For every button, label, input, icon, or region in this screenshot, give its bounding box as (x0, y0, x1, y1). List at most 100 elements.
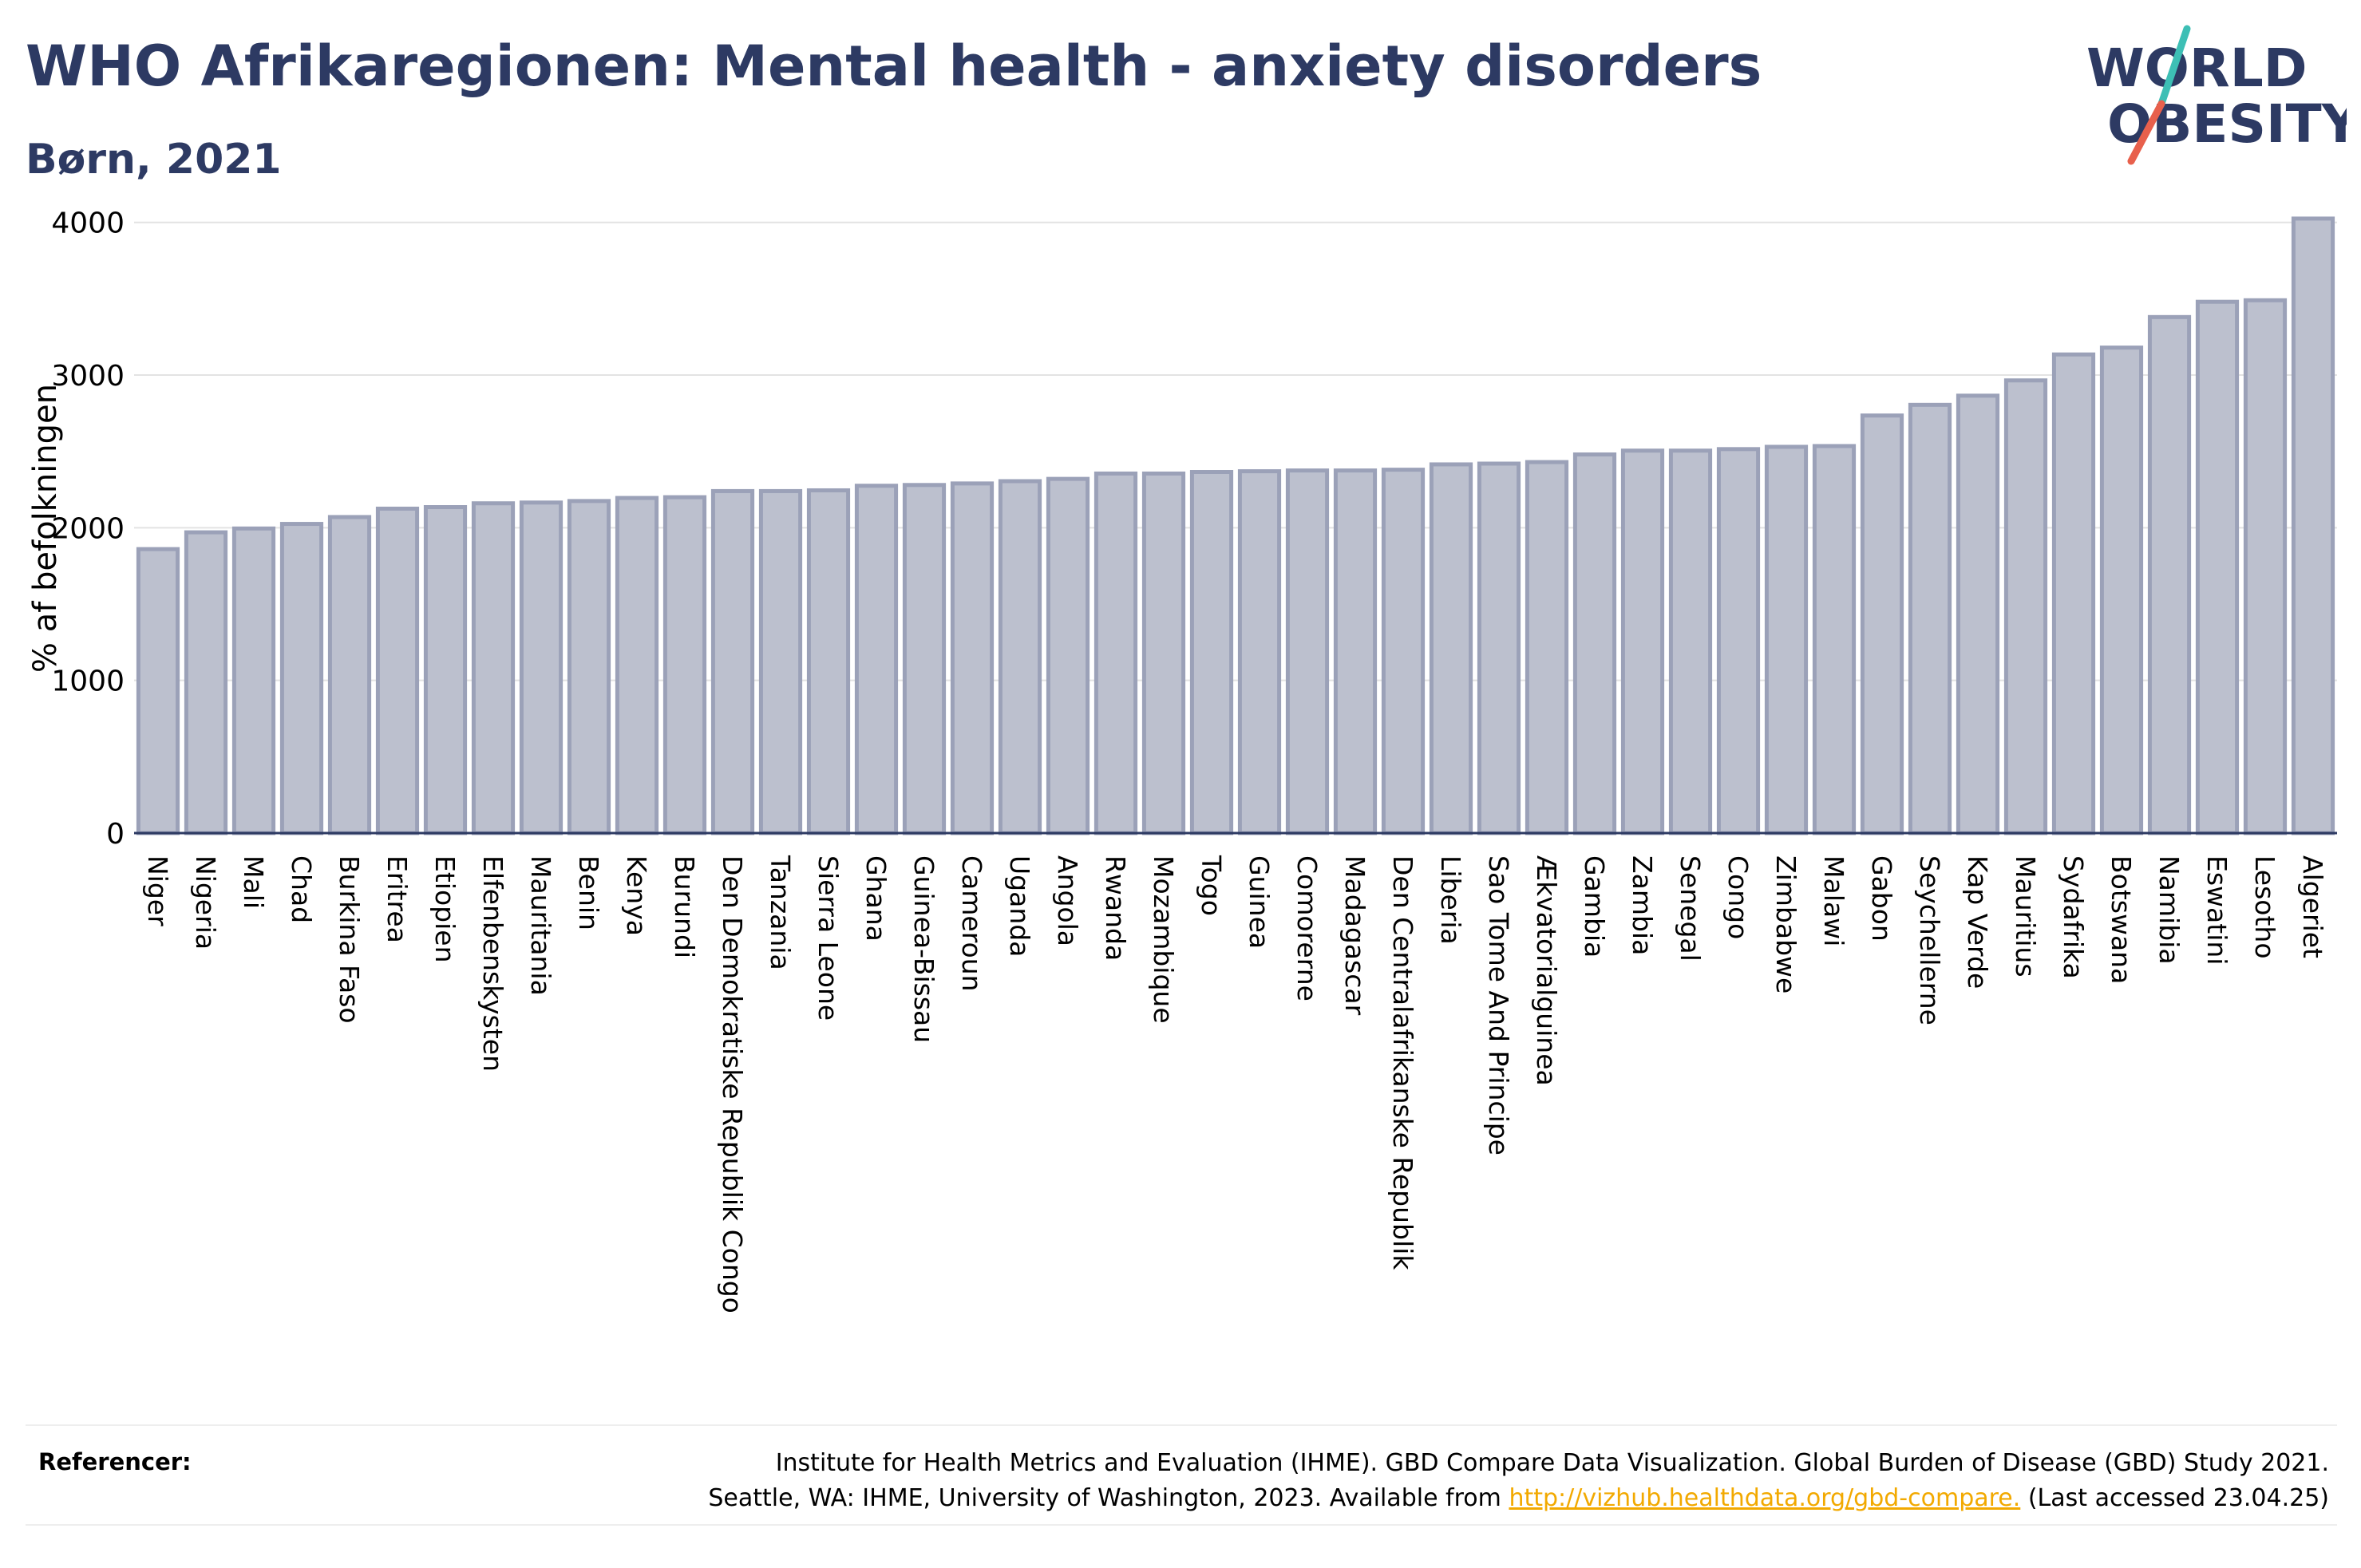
x-tick-label: Kap Verde (1962, 855, 1993, 989)
bar (710, 488, 755, 835)
x-tick-label: Guinea (1244, 855, 1275, 949)
x-tick-label: Den Demokratiske Republik Congo (717, 855, 748, 1313)
x-tick-label: Angola (1052, 855, 1083, 946)
x-tick-label: Congo (1722, 855, 1754, 939)
x-tick-label: Uganda (1004, 855, 1035, 957)
bar (423, 505, 468, 835)
x-tick-label: Sao Tome And Principe (1483, 855, 1514, 1155)
x-tick-label: Senegal (1675, 855, 1706, 962)
bar (806, 488, 851, 835)
bar (279, 522, 324, 835)
world-obesity-logo: WORLD OBESITY (2086, 25, 2347, 165)
logo-line1: WORLD (2086, 38, 2308, 99)
bar (375, 506, 420, 835)
bar (2195, 299, 2240, 835)
x-tick-label: Mozambique (1148, 855, 1179, 1024)
reference-line-2-end: (Last accessed 23.04.25) (2027, 1484, 2329, 1512)
bar (1093, 471, 1138, 835)
reference-line-1: Institute for Health Metrics and Evaluat… (775, 1449, 2329, 1477)
x-tick-label: Sydafrika (2058, 855, 2089, 979)
x-tick-label: Algeriet (2297, 855, 2328, 958)
y-tick-label: 2000 (51, 512, 125, 545)
x-tick-label: Madagascar (1339, 855, 1370, 1016)
x-tick-labels: Niger Nigeria Mali Chad Burkina Faso Eritrea E… (142, 855, 2328, 1313)
bar (1525, 460, 1569, 835)
x-tick-label: Namibia (2153, 855, 2185, 965)
references-divider-top (26, 1424, 2337, 1426)
x-tick-label: Cameroun (956, 855, 987, 992)
bar (231, 526, 276, 835)
bar (1620, 448, 1665, 835)
bar (1237, 469, 1282, 835)
bar (1764, 444, 1809, 835)
x-tick-label: Comorerne (1291, 855, 1323, 1001)
x-tick-label: Malawi (1818, 855, 1849, 946)
chart-subtitle: Børn, 2021 (26, 136, 282, 184)
x-tick-label: Ækvatorialguinea (1531, 855, 1562, 1086)
bar-chart: 0 1000 2000 3000 4000 Niger Nigeria Mali Chad Bu… (27, 207, 2337, 1313)
x-tick-label: Elfenbenskysten (477, 855, 508, 1072)
bar (950, 481, 995, 835)
bar (2099, 346, 2144, 835)
x-tick-label: Benin (573, 855, 604, 930)
x-tick-label: Chad (286, 855, 317, 923)
bar (902, 483, 947, 835)
x-tick-label: Gambia (1579, 855, 1610, 958)
x-tick-label: Zimbabwe (1770, 855, 1801, 993)
bar (854, 484, 899, 835)
bar (1668, 448, 1713, 835)
x-tick-label: Ghana (860, 855, 892, 942)
x-tick-label: Sierra Leone (813, 855, 844, 1021)
y-axis-label: % af befolkningen (27, 384, 64, 673)
x-tick-label: Lesotho (2249, 855, 2280, 959)
bar (2003, 378, 2048, 835)
bar (1716, 447, 1761, 835)
bar (1860, 413, 1904, 835)
bar (1477, 461, 1521, 835)
references-text: Institute for Health Metrics and Evaluat… (254, 1446, 2329, 1516)
bar (1141, 471, 1186, 835)
x-tick-label: Botswana (2106, 855, 2137, 984)
logo-slash-top (2157, 25, 2191, 108)
x-tick-label: Eswatini (2201, 855, 2232, 965)
references-label: Referencer: (38, 1448, 192, 1475)
logo-slash-bottom (2127, 100, 2165, 165)
x-tick-label: Gabon (1866, 855, 1897, 942)
bar (567, 499, 611, 835)
x-tick-label: Niger (142, 855, 173, 926)
bar (1381, 468, 1426, 835)
bar (1572, 452, 1617, 835)
bar (184, 530, 228, 835)
x-tick-label: Den Centralafrikanske Republik (1387, 855, 1418, 1270)
bar (998, 479, 1042, 835)
x-tick-label: Etiopien (429, 855, 461, 962)
references-divider-bottom (26, 1524, 2337, 1526)
bar (1429, 462, 1473, 835)
bar (471, 501, 516, 835)
bars (136, 216, 2335, 835)
bar (1908, 402, 1952, 835)
bar (2243, 298, 2288, 835)
bar (1285, 468, 1330, 835)
x-tick-label: Liberia (1435, 855, 1466, 945)
bar (1812, 444, 1857, 835)
bar (327, 515, 372, 835)
y-tick-labels: 0 1000 2000 3000 4000 (51, 207, 125, 851)
bar (1046, 476, 1090, 835)
reference-link[interactable]: http://vizhub.healthdata.org/gbd-compare… (1509, 1484, 2021, 1512)
chart-title: WHO Afrikaregionen: Mental health - anxi… (26, 34, 1762, 99)
bar (519, 500, 564, 835)
y-tick-label: 1000 (51, 666, 125, 698)
reference-line-2-start: Seattle, WA: IHME, University of Washing… (708, 1484, 1501, 1512)
x-tick-label: Rwanda (1100, 855, 1131, 961)
x-tick-label: Kenya (621, 855, 652, 936)
x-tick-label: Seychellerne (1914, 855, 1945, 1025)
bar (2291, 216, 2335, 835)
x-tick-label: Burundi (669, 855, 700, 958)
bar (1956, 393, 2000, 835)
x-tick-label: Nigeria (190, 855, 221, 950)
bar (2147, 314, 2192, 835)
bar (1333, 468, 1378, 835)
x-tick-label: Zambia (1627, 855, 1658, 955)
x-tick-label: Guinea-Bissau (908, 855, 939, 1043)
